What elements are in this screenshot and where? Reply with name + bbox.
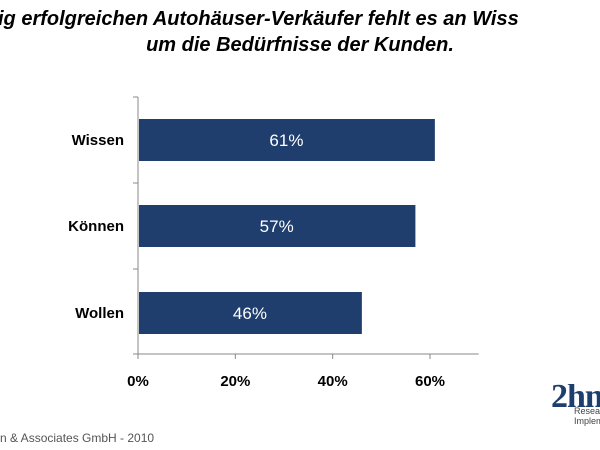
category-label: Wollen bbox=[75, 305, 124, 322]
logo-mark: 2hm bbox=[551, 384, 600, 415]
x-tick-label: 20% bbox=[220, 373, 250, 390]
category-label: Können bbox=[68, 218, 124, 235]
logo-subtitle-1: Research bbox=[574, 406, 600, 416]
bar-value-label: 46% bbox=[233, 304, 267, 323]
bar-value-label: 61% bbox=[269, 131, 303, 150]
x-tick-label: 40% bbox=[318, 373, 348, 390]
bar-value-label: 57% bbox=[260, 217, 294, 236]
chart-title-line-2: um die Bedürfnisse der Kunden. bbox=[146, 34, 454, 56]
x-tick-label: 60% bbox=[415, 373, 445, 390]
x-tick-label: 0% bbox=[127, 373, 149, 390]
chart-title-line-1: ig erfolgreichen Autohäuser-Verkäufer fe… bbox=[0, 8, 519, 30]
logo-subtitle-2: Implem bbox=[574, 416, 600, 426]
copyright-footer: n & Associates GmbH - 2010 bbox=[0, 431, 155, 445]
company-logo: 2hm Research Implem bbox=[551, 384, 600, 430]
bar-können bbox=[139, 205, 416, 247]
bar-wissen bbox=[139, 119, 435, 161]
bar-wollen bbox=[139, 292, 362, 334]
category-label: Wissen bbox=[72, 132, 124, 149]
